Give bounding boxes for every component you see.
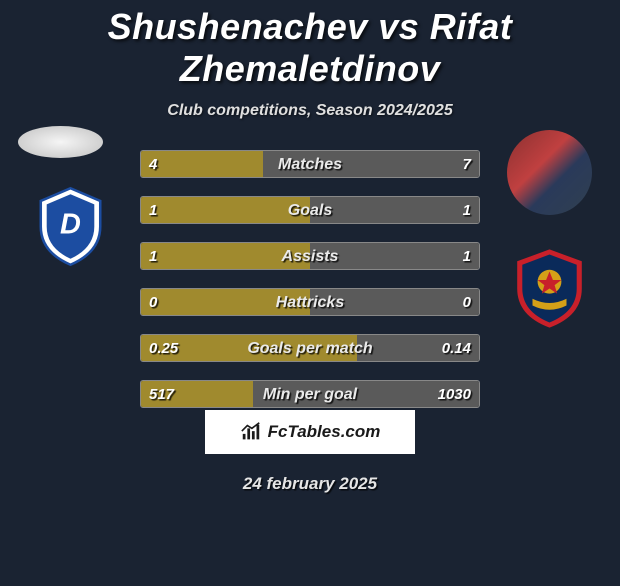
stat-row: 47Matches (140, 150, 480, 178)
stat-row: 0.250.14Goals per match (140, 334, 480, 362)
stat-label: Matches (141, 151, 479, 178)
stat-label: Assists (141, 243, 479, 270)
stat-label: Goals (141, 197, 479, 224)
stat-label: Goals per match (141, 335, 479, 362)
season-subtitle: Club competitions, Season 2024/2025 (0, 102, 620, 120)
stat-row: 11Assists (140, 242, 480, 270)
stat-label: Min per goal (141, 381, 479, 408)
stat-bars-container: 47Matches 11Goals 11Assists 00Hattricks 0.25… (140, 150, 480, 426)
club-badge-right (507, 246, 592, 331)
player-right-avatar (507, 130, 592, 215)
club-badge-left: D (28, 184, 113, 269)
stat-row: 00Hattricks (140, 288, 480, 316)
svg-text:D: D (60, 208, 81, 240)
player-left-avatar (18, 126, 103, 158)
stat-row: 5171030Min per goal (140, 380, 480, 408)
date-label: 24 february 2025 (0, 474, 620, 494)
comparison-title: Shushenachev vs Rifat Zhemaletdinov (0, 6, 620, 90)
stat-row: 11Goals (140, 196, 480, 224)
stat-label: Hattricks (141, 289, 479, 316)
